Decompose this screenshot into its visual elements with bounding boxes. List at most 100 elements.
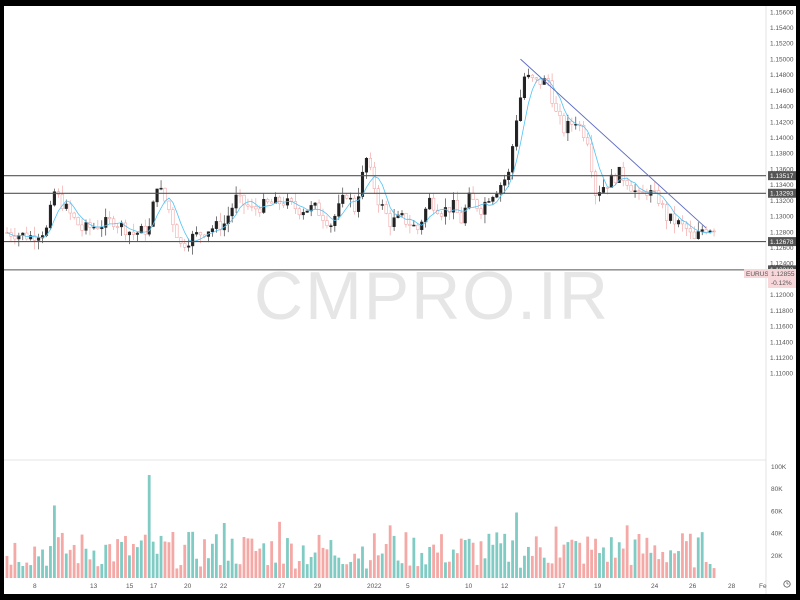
volume-bar xyxy=(293,568,297,578)
candle-body xyxy=(68,203,72,214)
candle-body xyxy=(175,224,179,238)
volume-bar xyxy=(673,553,676,578)
volume-bar xyxy=(341,564,345,578)
price-tick-label: 1.13600 xyxy=(770,166,794,173)
volume-bar xyxy=(530,555,534,578)
candle-body xyxy=(376,188,380,206)
candle-body xyxy=(100,227,104,230)
candle-body xyxy=(676,220,681,225)
candle-body xyxy=(183,243,187,248)
volume-bar xyxy=(309,557,313,578)
volume-bar xyxy=(305,564,309,578)
candle-body xyxy=(167,200,171,211)
candle-body xyxy=(297,208,301,216)
candle-body xyxy=(601,187,606,193)
volume-bar xyxy=(187,532,191,578)
volume-bar xyxy=(262,543,266,578)
time-tick-label: 17 xyxy=(150,583,158,590)
price-tag-bg xyxy=(768,269,796,288)
volume-bar xyxy=(444,562,447,578)
price-tick-label: 1.14400 xyxy=(770,104,794,111)
volume-bar xyxy=(440,534,443,578)
volume-bar xyxy=(708,563,712,578)
candle-body xyxy=(305,210,309,213)
clock-icon[interactable] xyxy=(783,580,791,588)
chart-grid xyxy=(4,6,767,594)
volume-bar xyxy=(376,555,380,578)
volume-bar xyxy=(515,512,518,578)
time-tick-label: 17 xyxy=(558,583,566,590)
volume-bar xyxy=(365,568,368,578)
candle-body xyxy=(388,213,392,227)
volume-bar xyxy=(17,562,21,578)
price-tick-label: 1.15200 xyxy=(770,41,794,48)
candle-body xyxy=(661,203,665,205)
volume-bar xyxy=(665,562,669,578)
candle-body xyxy=(495,193,499,198)
volume-bar xyxy=(420,552,424,578)
candle-body xyxy=(353,197,357,212)
volume-bar xyxy=(712,568,716,578)
candle-body xyxy=(195,232,199,235)
candle-body xyxy=(135,232,139,235)
level-label: 1.13517 xyxy=(770,173,794,180)
volume-bar xyxy=(369,560,372,578)
price-tick-label: 1.11800 xyxy=(770,308,793,315)
candle-body xyxy=(187,245,191,248)
candle-body xyxy=(325,220,329,226)
volume-bar xyxy=(349,561,353,578)
candle-body xyxy=(341,194,345,204)
candle-body xyxy=(704,229,708,233)
volume-bar xyxy=(337,557,341,578)
candle-body xyxy=(558,110,562,116)
volume-bar xyxy=(538,547,542,578)
candle-body xyxy=(487,201,491,203)
volume-bar xyxy=(463,540,467,578)
candle-body xyxy=(665,204,669,221)
candle-body xyxy=(360,171,365,197)
volume-bar xyxy=(345,564,349,578)
symbol-change: -0.12% xyxy=(771,280,792,287)
candle-body xyxy=(428,197,432,210)
candle-body xyxy=(467,192,471,209)
price-tick-label: 1.11000 xyxy=(770,371,793,378)
volume-bar xyxy=(167,542,171,578)
volume-bar xyxy=(274,562,277,578)
candle-body xyxy=(629,185,633,192)
volume-bar xyxy=(483,558,487,578)
volume-bar xyxy=(542,557,546,578)
level-tag xyxy=(768,171,796,181)
candle-body xyxy=(582,124,586,138)
volume-bar xyxy=(657,559,661,578)
volume-bar xyxy=(685,541,688,578)
volume-bar xyxy=(507,561,511,578)
candle-body xyxy=(530,74,534,78)
volume-bar xyxy=(582,563,586,578)
volume-bar xyxy=(68,549,72,578)
volume-bar xyxy=(214,534,218,578)
time-tick-label: 15 xyxy=(126,583,134,590)
volume-bar xyxy=(424,564,428,578)
price-tick-label: 1.14800 xyxy=(770,72,794,79)
symbol-name: EURUSD xyxy=(746,271,774,278)
candle-body xyxy=(234,194,238,209)
volume-bar xyxy=(21,565,25,578)
price-tick-label: 1.13000 xyxy=(770,214,794,221)
volume-bar xyxy=(92,550,96,578)
volume-bar xyxy=(554,526,558,578)
volume-bar xyxy=(408,565,412,578)
candle-body xyxy=(522,76,527,98)
trendline[interactable] xyxy=(520,58,707,229)
time-tick-label: Fe xyxy=(759,583,767,590)
volume-bar xyxy=(84,548,88,578)
time-tick-label: 20 xyxy=(184,583,192,590)
volume-bar xyxy=(692,567,696,578)
volume-bar xyxy=(448,561,451,578)
candle-body xyxy=(258,208,262,213)
candle-body xyxy=(309,205,313,212)
volume-bar xyxy=(578,542,582,578)
price-tick-label: 1.14200 xyxy=(770,119,794,126)
candle-body xyxy=(700,229,704,232)
candle-body xyxy=(657,190,661,204)
